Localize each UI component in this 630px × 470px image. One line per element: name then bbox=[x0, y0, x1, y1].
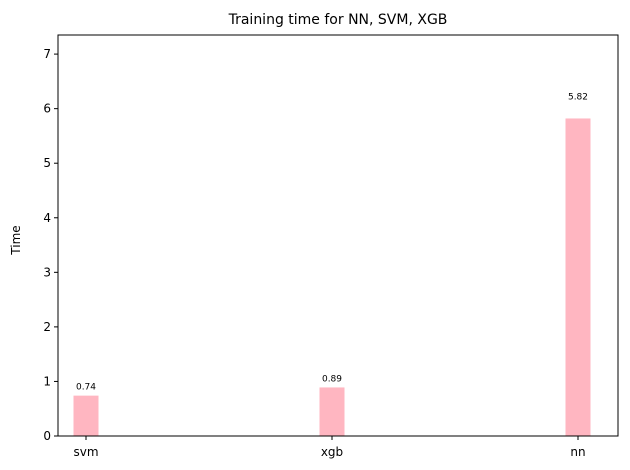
chart-title: Training time for NN, SVM, XGB bbox=[228, 12, 448, 28]
data-label-xgb: 0.89 bbox=[322, 374, 342, 384]
plot-area: 0 1 2 3 4 5 6 7 svm xgb nn 0.74 0.89 5.82 bbox=[43, 34, 619, 459]
y-tick-label-3: 3 bbox=[43, 265, 51, 279]
bar-svm bbox=[73, 395, 99, 436]
y-axis-label: Time bbox=[9, 225, 23, 255]
y-tick-label-0: 0 bbox=[43, 429, 51, 443]
bar-nn bbox=[565, 118, 591, 436]
bar-xgb bbox=[319, 387, 345, 436]
x-tick-label-xgb: xgb bbox=[321, 445, 343, 459]
data-label-nn: 5.82 bbox=[568, 92, 588, 102]
y-tick-label-4: 4 bbox=[43, 211, 51, 225]
y-tick-label-6: 6 bbox=[43, 102, 51, 116]
x-tick-label-nn: nn bbox=[570, 445, 585, 459]
y-tick-label-1: 1 bbox=[43, 374, 51, 388]
y-tick-label-5: 5 bbox=[43, 156, 51, 170]
y-tick-label-7: 7 bbox=[43, 47, 51, 61]
x-tick-label-svm: svm bbox=[73, 445, 98, 459]
y-tick-label-2: 2 bbox=[43, 320, 51, 334]
data-label-svm: 0.74 bbox=[76, 383, 96, 393]
plot-frame bbox=[57, 34, 619, 437]
